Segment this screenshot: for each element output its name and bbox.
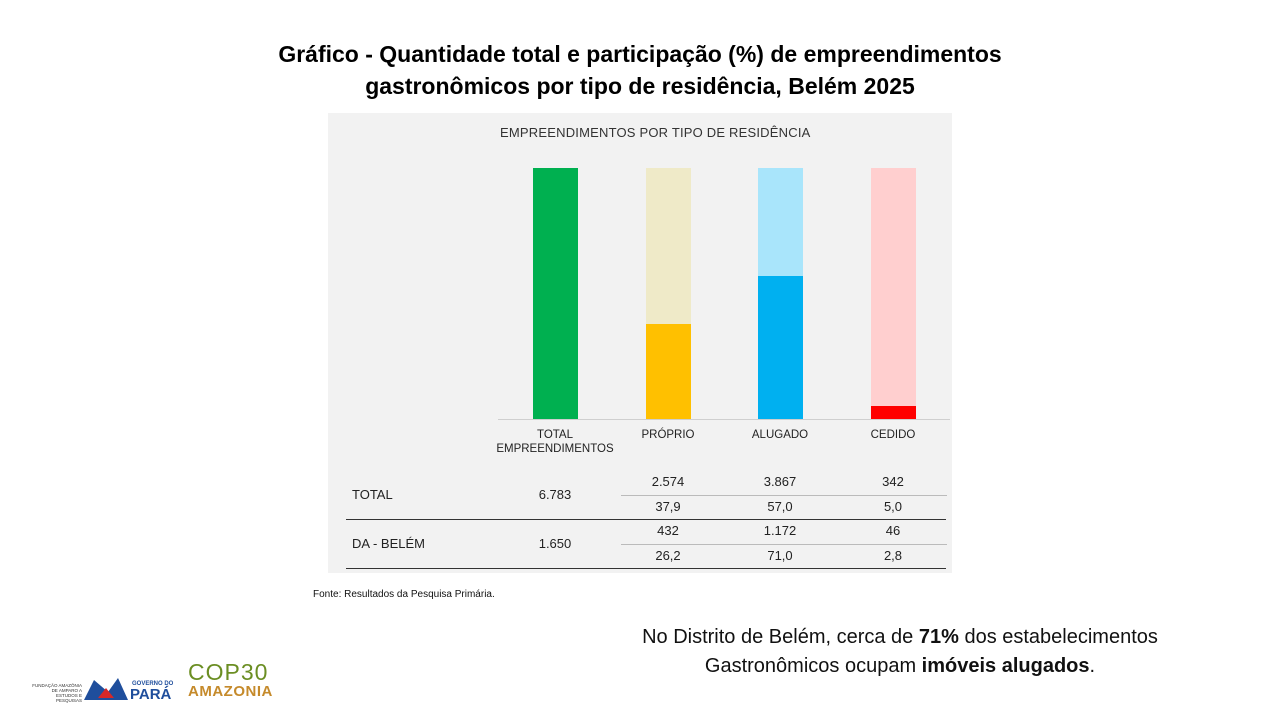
category-label-proprio: PRÓPRIO (608, 428, 728, 442)
table-percent-value: 71,0 (767, 548, 793, 563)
table-percent-value: 57,0 (767, 499, 793, 514)
table-row-label: TOTAL (352, 486, 393, 502)
table-count-value: 3.867 (763, 474, 797, 489)
category-label-line: TOTAL (537, 429, 573, 441)
note-text-4: . (1089, 655, 1096, 677)
bar-cedido-background (870, 168, 916, 419)
category-label-line: CEDIDO (870, 429, 916, 441)
chart-title: EMPREENDIMENTOS POR TIPO DE RESIDÊNCIA (500, 125, 811, 140)
governo-small-text: GOVERNO DO (132, 681, 174, 687)
note-text-2: dos estabelecimentos (958, 626, 1158, 648)
category-label-line: ALUGADO (751, 429, 809, 441)
category-label-line: PRÓPRIO (641, 429, 695, 441)
source-note: Fonte: Resultados da Pesquisa Primária. (313, 589, 495, 600)
category-label-cedido: CEDIDO (833, 428, 953, 442)
governo-big-text: PARÁ (130, 686, 172, 702)
category-label-line: EMPREENDIMENTOS (496, 443, 614, 455)
bar-alugado-share (757, 275, 803, 419)
category-axis-line (498, 419, 950, 420)
table-rule (346, 568, 946, 569)
table-row-label: DA - BELÉM (352, 535, 425, 551)
fapespa-logo: FUNDAÇÃO AMAZÔNIA DE AMPARO A ESTUDOS E … (32, 683, 82, 703)
bar-proprio-share (645, 323, 691, 419)
table-count-value: 2.574 (651, 474, 685, 489)
table-count-value: 1.172 (763, 523, 797, 538)
note-bold-percent: 71% (918, 626, 959, 648)
title-line-1: Gráfico - Quantidade total e participaçã… (278, 41, 1002, 67)
category-label-total-empreendimentos: TOTAL EMPREENDIMENTOS (495, 428, 615, 456)
table-count-value: 432 (657, 523, 679, 538)
table-rule (346, 519, 946, 520)
governo-para-logo: GOVERNO DO PARÁ (84, 676, 184, 707)
table-total-value: 6.783 (538, 486, 572, 502)
bar-cedido-share (870, 406, 916, 419)
table-percent-value: 26,2 (655, 548, 681, 563)
amazonia-text: AMAZONIA (188, 683, 273, 700)
cop30-logo: COP30 AMAZONIA (188, 660, 274, 699)
bar-total-empreendimentos-share (532, 168, 578, 419)
table-count-value: 46 (885, 523, 901, 538)
table-count-value: 342 (882, 474, 904, 489)
highlight-note: No Distrito de Belém, cerca de 71% dos e… (620, 623, 1180, 681)
note-text-1: No Distrito de Belém, cerca de (642, 626, 919, 648)
chart-panel: EMPREENDIMENTOS POR TIPO DE RESIDÊNCIA T… (328, 113, 952, 573)
table-percent-value: 2,8 (883, 548, 903, 563)
table-rule (621, 495, 947, 496)
cop30-text: COP30 (188, 659, 269, 685)
table-rule (621, 544, 947, 545)
note-text-3: Gastronômicos ocupam (704, 655, 922, 677)
title-line-2: gastronômicos por tipo de residência, Be… (365, 73, 915, 99)
slide-title: Gráfico - Quantidade total e participaçã… (240, 38, 1040, 102)
note-bold-rented: imóveis alugados (921, 655, 1090, 677)
table-total-value: 1.650 (538, 535, 572, 551)
category-label-alugado: ALUGADO (720, 428, 840, 442)
table-percent-value: 5,0 (883, 499, 903, 514)
table-percent-value: 37,9 (655, 499, 681, 514)
